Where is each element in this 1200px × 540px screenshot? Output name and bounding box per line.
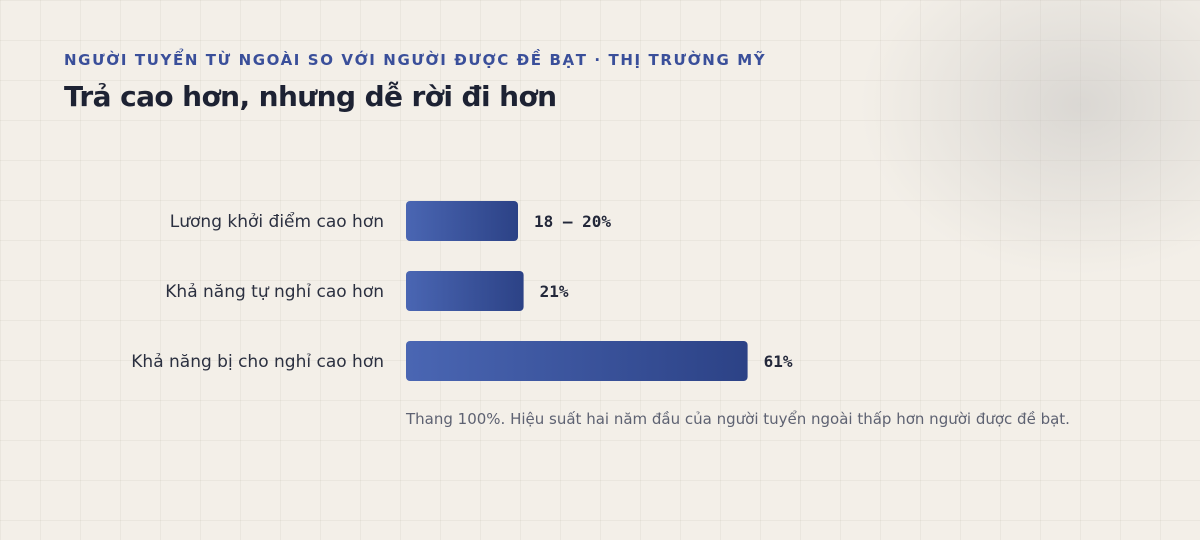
category-label: Khả năng tự nghỉ cao hơn [165, 282, 384, 302]
value-label: 21% [540, 282, 569, 301]
chart-title: Trả cao hơn, nhưng dễ rời đi hơn [64, 80, 557, 113]
value-label: 61% [764, 352, 793, 371]
bar [406, 341, 748, 381]
value-label: 18 – 20% [534, 212, 611, 231]
bar [406, 201, 518, 241]
bar [406, 271, 524, 311]
chart-eyebrow: NGƯỜI TUYỂN TỪ NGOÀI SO VỚI NGƯỜI ĐƯỢC Đ… [64, 51, 767, 69]
category-label: Khả năng bị cho nghỉ cao hơn [131, 352, 384, 372]
category-label: Lương khởi điểm cao hơn [170, 211, 384, 232]
scale-note: Thang 100%. Hiệu suất hai năm đầu của ng… [406, 410, 1070, 428]
